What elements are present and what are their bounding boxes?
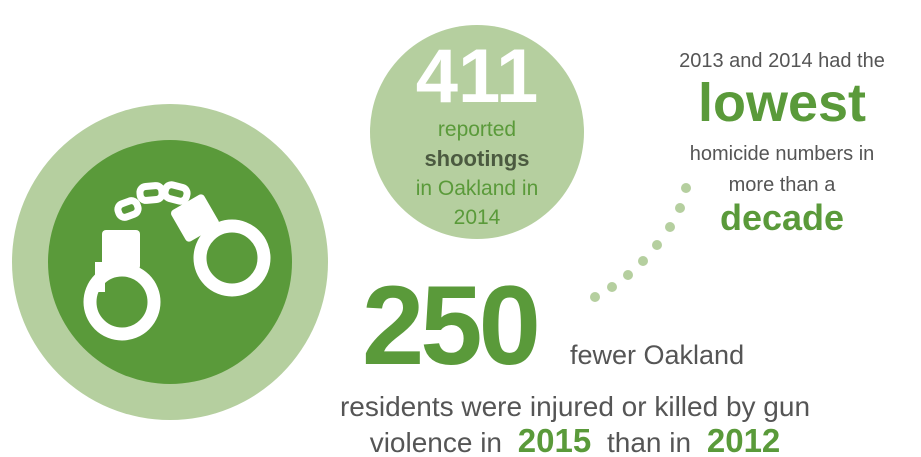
injuries-text: fewer Oakland: [570, 340, 744, 370]
injuries-number: 250: [362, 263, 537, 388]
shootings-text: reported: [438, 118, 516, 141]
homicide-text: homicide numbers in: [690, 143, 875, 165]
shootings-text: in Oakland in: [416, 177, 539, 200]
injuries-year: 2012: [707, 422, 780, 457]
injuries-line: violence in 2015 than in 2012: [370, 422, 781, 457]
homicide-text: 2013 and 2014 had the: [679, 50, 885, 72]
injuries-text: residents were injured or killed by gun: [340, 391, 810, 422]
shootings-number: 411: [416, 34, 539, 119]
badge-inner: [48, 140, 292, 384]
injuries-text: than in: [607, 427, 691, 457]
handcuff-cuffs: [95, 194, 219, 292]
injuries-text: violence in: [370, 427, 502, 457]
shootings-text: 2014: [454, 206, 501, 229]
homicide-emphasis: decade: [720, 197, 844, 238]
dotted-arc: [590, 183, 691, 302]
homicide-emphasis: lowest: [698, 73, 866, 133]
shootings-text: shootings: [424, 146, 529, 171]
homicide-text: more than a: [729, 174, 837, 196]
shootings-circle: [370, 25, 584, 239]
injuries-year: 2015: [518, 422, 591, 457]
